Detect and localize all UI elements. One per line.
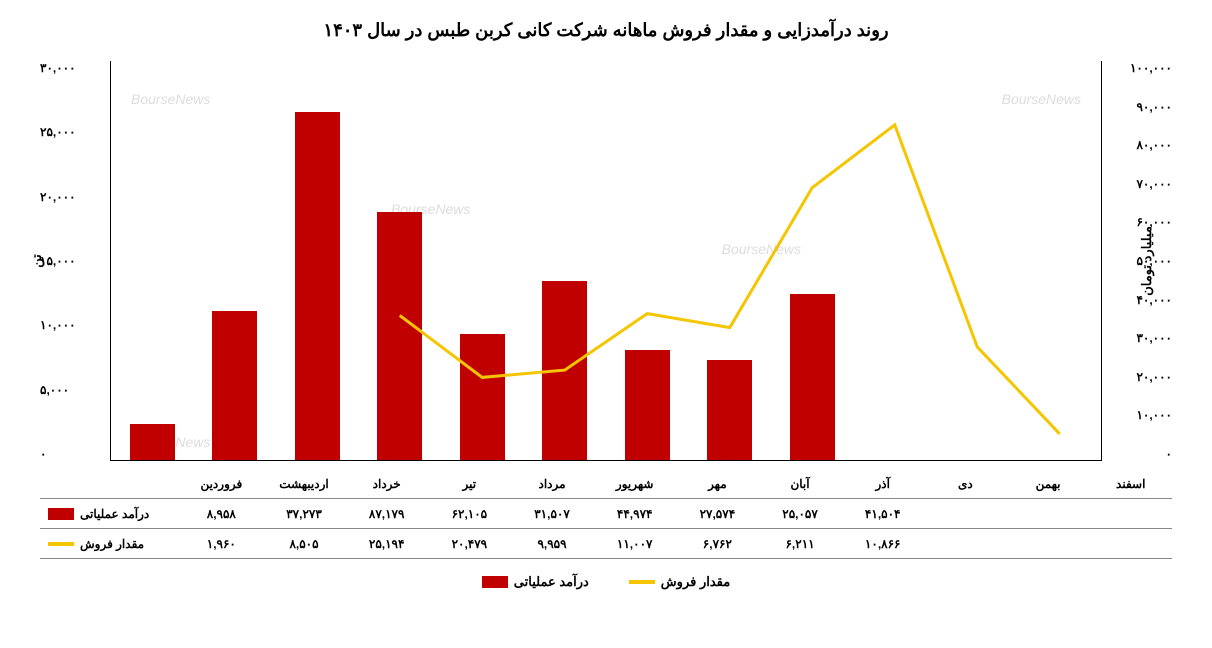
chart-title: روند درآمدزایی و مقدار فروش ماهانه شرکت …: [40, 20, 1172, 41]
category-cell: آبان: [759, 477, 842, 491]
category-cell: فروردین: [180, 477, 263, 491]
revenue-cell: ۸۷,۱۷۹: [345, 507, 428, 521]
revenue-bar: [707, 360, 752, 460]
y-axis-left-tick: ۵,۰۰۰: [40, 383, 69, 397]
category-cell: دی: [924, 477, 1007, 491]
sales-cell: ۹,۹۵۹: [511, 537, 594, 551]
category-cell: بهمن: [1007, 477, 1090, 491]
legend-sales-label: مقدار فروش: [661, 574, 730, 590]
chart-area: ۱۰۰,۰۰۰ ۹۰,۰۰۰ ۸۰,۰۰۰ ۷۰,۰۰۰ ۶۰,۰۰۰ ۵۰,۰۰۰ ۴۰,…: [40, 61, 1172, 461]
revenue-cell: ۸,۹۵۸: [180, 507, 263, 521]
y-axis-left-tick: ۲۰,۰۰۰: [40, 190, 76, 204]
sales-cell: ۱,۹۶۰: [180, 537, 263, 551]
revenue-bar: [295, 112, 340, 460]
revenue-cell: ۲۷,۵۷۴: [676, 507, 759, 521]
revenue-bar: [625, 350, 670, 460]
y-axis-right-tick: ۷۰,۰۰۰: [1136, 177, 1172, 191]
category-cell: اردیبهشت: [263, 477, 346, 491]
y-axis-left-tick: ۲۵,۰۰۰: [40, 125, 76, 139]
revenue-bar: [377, 212, 422, 460]
category-cell: آذر: [841, 477, 924, 491]
bar-slot: [441, 61, 524, 460]
y-axis-right: ۱۰۰,۰۰۰ ۹۰,۰۰۰ ۸۰,۰۰۰ ۷۰,۰۰۰ ۶۰,۰۰۰ ۵۰,۰۰۰ ۴۰,…: [1102, 61, 1172, 461]
sales-row: مقدار فروش ۱,۹۶۰۸,۵۰۵۲۵,۱۹۴۲۰,۴۷۹۹,۹۵۹۱۱…: [40, 529, 1172, 559]
y-axis-right-tick: ۰: [1166, 447, 1172, 461]
y-axis-left: ۳۰,۰۰۰ ۲۵,۰۰۰ ۲۰,۰۰۰ ۱۵,۰۰۰ ۱۰,۰۰۰ ۵,۰۰۰ ۰: [40, 61, 110, 461]
y-axis-right-tick: ۸۰,۰۰۰: [1136, 138, 1172, 152]
category-cell: مرداد: [511, 477, 594, 491]
bar-swatch-icon: [482, 576, 508, 588]
categories-row: فروردیناردیبهشتخردادتیرمردادشهریورمهرآبا…: [40, 469, 1172, 499]
revenue-cell: ۳۱,۵۰۷: [511, 507, 594, 521]
bar-slot: [936, 61, 1019, 460]
y-axis-right-tick: ۲۰,۰۰۰: [1136, 370, 1172, 384]
legend-revenue-label: درآمد عملیاتی: [514, 574, 589, 590]
y-axis-right-tick: ۱۰۰,۰۰۰: [1130, 61, 1172, 75]
legend-item-sales: مقدار فروش: [629, 574, 730, 590]
sales-cell: ۶,۲۱۱: [759, 537, 842, 551]
category-cell: مهر: [676, 477, 759, 491]
revenue-row-header: درآمد عملیاتی: [40, 507, 180, 521]
sales-row-header: مقدار فروش: [40, 537, 180, 551]
y-axis-left-tick: ۱۵,۰۰۰: [40, 254, 76, 268]
revenue-label: درآمد عملیاتی: [80, 507, 149, 521]
revenue-cell: ۴۴,۹۷۴: [593, 507, 676, 521]
bar-slot: [1019, 61, 1102, 460]
y-axis-left-tick: ۳۰,۰۰۰: [40, 61, 76, 75]
bar-slot: [524, 61, 607, 460]
bar-slot: [771, 61, 854, 460]
y-axis-left-tick: ۰: [40, 447, 46, 461]
bars-container: [111, 61, 1101, 460]
bar-swatch-icon: [48, 508, 74, 520]
revenue-cell: ۲۵,۰۵۷: [759, 507, 842, 521]
bar-slot: [359, 61, 442, 460]
sales-cell: ۱۱,۰۰۷: [593, 537, 676, 551]
sales-cell: ۸,۵۰۵: [263, 537, 346, 551]
sales-cell: ۶,۷۶۲: [676, 537, 759, 551]
category-cell: اسفند: [1089, 477, 1172, 491]
y-axis-left-tick: ۱۰,۰۰۰: [40, 318, 76, 332]
revenue-cell: ۳۷,۲۷۳: [263, 507, 346, 521]
bar-slot: [276, 61, 359, 460]
sales-cell: ۲۵,۱۹۴: [345, 537, 428, 551]
y-axis-right-tick: ۹۰,۰۰۰: [1136, 100, 1172, 114]
revenue-row: درآمد عملیاتی ۸,۹۵۸۳۷,۲۷۳۸۷,۱۷۹۶۲,۱۰۵۳۱,…: [40, 499, 1172, 529]
sales-label: مقدار فروش: [80, 537, 144, 551]
y-axis-right-tick: ۳۰,۰۰۰: [1136, 331, 1172, 345]
revenue-cell: ۶۲,۱۰۵: [428, 507, 511, 521]
y-axis-right-tick: ۶۰,۰۰۰: [1136, 215, 1172, 229]
legend-item-revenue: درآمد عملیاتی: [482, 574, 589, 590]
category-cell: تیر: [428, 477, 511, 491]
revenue-bar: [790, 294, 835, 460]
sales-cell: ۲۰,۴۷۹: [428, 537, 511, 551]
plot-area: BourseNews BourseNews BourseNews BourseN…: [110, 61, 1102, 461]
revenue-bar: [542, 281, 587, 460]
revenue-bar: [460, 334, 505, 460]
bar-slot: [689, 61, 772, 460]
bar-slot: [194, 61, 277, 460]
bar-slot: [606, 61, 689, 460]
category-cell: شهریور: [593, 477, 676, 491]
revenue-cell: ۴۱,۵۰۴: [841, 507, 924, 521]
data-table: فروردیناردیبهشتخردادتیرمردادشهریورمهرآبا…: [40, 469, 1172, 559]
sales-cell: ۱۰,۸۶۶: [841, 537, 924, 551]
revenue-bar: [212, 311, 257, 460]
line-swatch-icon: [629, 580, 655, 584]
chart-container: روند درآمدزایی و مقدار فروش ماهانه شرکت …: [0, 0, 1212, 648]
y-axis-right-tick: ۵۰,۰۰۰: [1136, 254, 1172, 268]
y-axis-right-tick: ۱۰,۰۰۰: [1136, 408, 1172, 422]
y-axis-right-tick: ۴۰,۰۰۰: [1136, 293, 1172, 307]
revenue-bar: [130, 424, 175, 460]
bar-slot: [111, 61, 194, 460]
category-cell: خرداد: [345, 477, 428, 491]
legend: درآمد عملیاتی مقدار فروش: [40, 574, 1172, 590]
bar-slot: [854, 61, 937, 460]
line-swatch-icon: [48, 542, 74, 546]
